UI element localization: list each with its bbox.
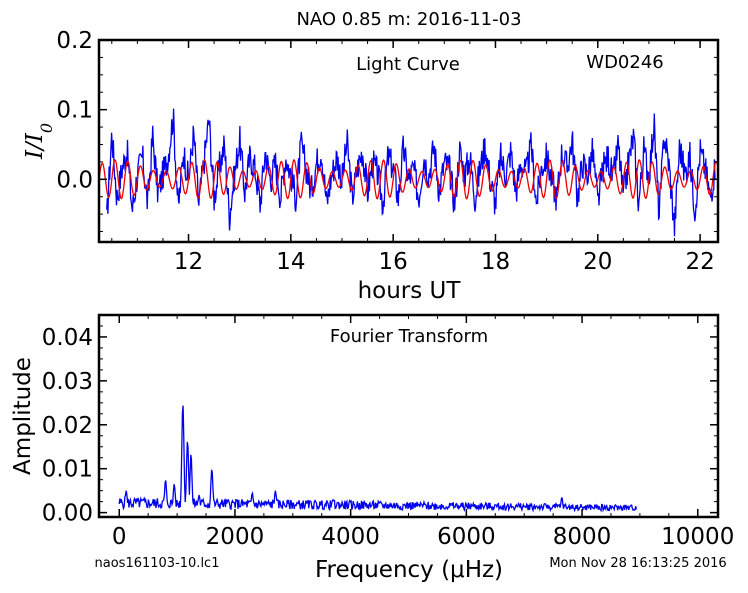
- ft-xtick-label: 4000: [321, 524, 380, 550]
- ft-ytick-label: 0.02: [42, 413, 93, 439]
- light-curve-ticks: 12 14 16 18 20 22 0.0 0.1 0.2: [56, 28, 718, 275]
- fourier-spectrum-series: [118, 405, 638, 513]
- light-curve-xlabel: hours UT: [358, 278, 462, 304]
- footer-filename: naos161103-10.lc1: [95, 556, 220, 571]
- lc-xtick-label: 18: [481, 249, 510, 275]
- ft-xtick-label: 0: [112, 524, 127, 550]
- ft-xtick-label: 2000: [206, 524, 265, 550]
- ft-ytick-label: 0.03: [42, 369, 93, 395]
- footer-timestamp: Mon Nov 28 16:13:25 2016: [549, 556, 726, 571]
- lc-ytick-label: 0.1: [56, 98, 93, 124]
- light-curve-title: Light Curve: [356, 54, 460, 75]
- lc-xtick-label: 22: [685, 249, 714, 275]
- light-curve-panel: 12 14 16 18 20 22 0.0 0.1 0.2 Light Curve WD0246…: [22, 28, 720, 304]
- ft-ytick-label: 0.01: [42, 457, 93, 483]
- light-curve-plot-area: [99, 108, 718, 237]
- ft-xtick-label: 10000: [661, 524, 734, 550]
- figure-title: NAO 0.85 m: 2016-11-03: [296, 9, 521, 30]
- lc-xtick-label: 12: [174, 249, 203, 275]
- fourier-panel: 0 2000 4000 6000 8000 10000 0.00 0.01 0.02 0.03 0.…: [10, 313, 734, 583]
- ft-ytick-label: 0.00: [42, 501, 93, 527]
- light-curve-frame: [97, 38, 720, 244]
- lc-xtick-label: 16: [379, 249, 408, 275]
- fourier-title: Fourier Transform: [330, 326, 488, 347]
- ft-xtick-label: 8000: [553, 524, 612, 550]
- fourier-ylabel: Amplitude: [10, 357, 36, 475]
- fourier-plot-area: [118, 405, 638, 513]
- lc-xtick-label: 20: [583, 249, 612, 275]
- lc-ytick-label: 0.2: [56, 28, 93, 54]
- light-curve-ylabel: I/I0: [22, 123, 56, 160]
- svg-text:I/I0: I/I0: [22, 123, 56, 160]
- ft-xtick-label: 6000: [437, 524, 496, 550]
- lc-xtick-label: 14: [276, 249, 305, 275]
- lc-ytick-label: 0.0: [56, 167, 93, 193]
- star-label: WD0246: [586, 52, 663, 73]
- fourier-xlabel: Frequency (μHz): [315, 557, 503, 583]
- fourier-ticks: 0 2000 4000 6000 8000 10000 0.00 0.01 0.02 0.03 0.…: [42, 314, 734, 550]
- light-curve-model-series: [99, 158, 718, 200]
- ft-ytick-label: 0.04: [42, 325, 93, 351]
